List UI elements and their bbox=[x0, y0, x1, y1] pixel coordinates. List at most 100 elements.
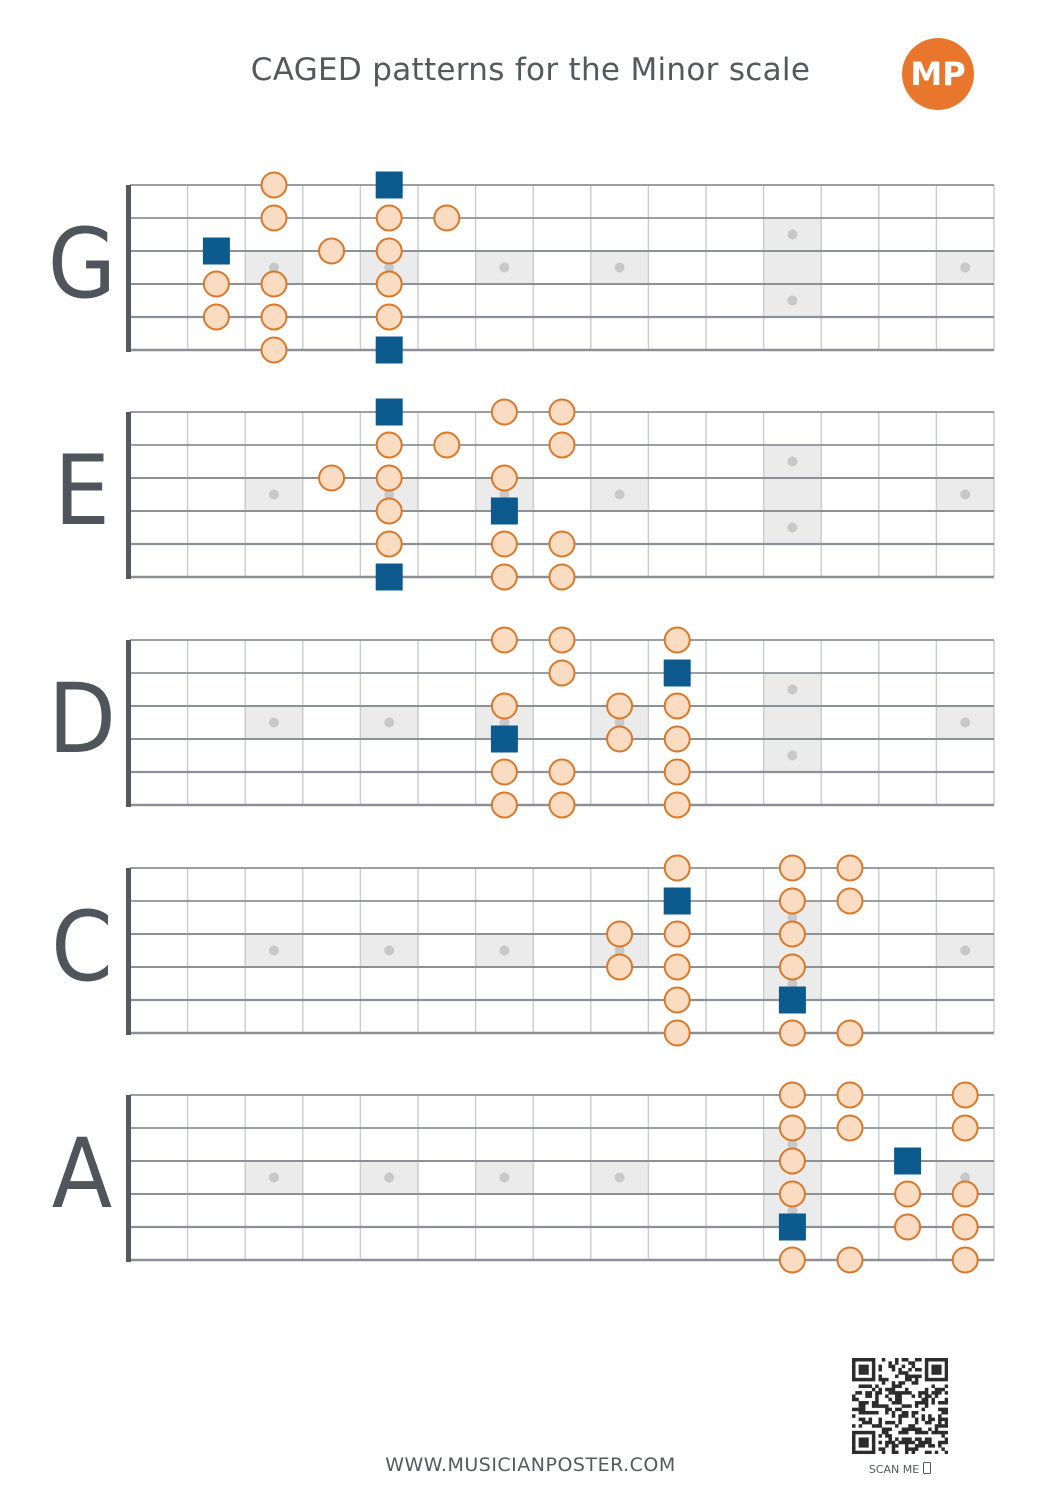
inlay-dot bbox=[614, 262, 625, 273]
nut bbox=[126, 868, 131, 1035]
scale-note bbox=[836, 1081, 864, 1109]
inlay-dot bbox=[787, 1139, 798, 1150]
scale-note bbox=[548, 431, 576, 459]
root-note bbox=[375, 171, 403, 199]
scale-note bbox=[663, 791, 691, 819]
fretboard-c bbox=[126, 854, 995, 1047]
root-note bbox=[663, 887, 691, 915]
nut bbox=[126, 185, 131, 352]
scale-note bbox=[663, 953, 691, 981]
scale-note bbox=[894, 1213, 922, 1241]
scale-note bbox=[548, 659, 576, 687]
scale-note bbox=[663, 692, 691, 720]
inlay-dot bbox=[384, 717, 395, 728]
inlay-dot bbox=[960, 945, 971, 956]
inlay-dot bbox=[269, 717, 279, 728]
scale-note bbox=[836, 854, 864, 882]
inlay-dot bbox=[384, 945, 395, 956]
scale-note bbox=[260, 204, 288, 232]
scale-note bbox=[548, 563, 576, 591]
shape-label-g: G bbox=[47, 207, 117, 320]
scale-note bbox=[260, 171, 288, 199]
inlay-dot bbox=[787, 522, 798, 533]
scale-note bbox=[778, 1081, 806, 1109]
scale-note bbox=[260, 270, 288, 298]
inlay-dot bbox=[614, 945, 625, 956]
scale-note bbox=[260, 303, 288, 331]
scale-note bbox=[778, 1019, 806, 1047]
scale-note bbox=[202, 270, 230, 298]
scale-note bbox=[490, 530, 518, 558]
scale-note bbox=[375, 270, 403, 298]
scale-note bbox=[778, 1114, 806, 1142]
nut bbox=[126, 412, 131, 579]
scan-me-label: SCAN ME bbox=[852, 1462, 948, 1476]
scale-note bbox=[375, 303, 403, 331]
inlay-dot bbox=[384, 489, 395, 500]
scale-note bbox=[490, 758, 518, 786]
scale-note bbox=[663, 986, 691, 1014]
page-title: CAGED patterns for the Minor scale bbox=[250, 52, 811, 88]
inlay-dot bbox=[499, 262, 510, 273]
root-note bbox=[894, 1147, 922, 1175]
scale-note bbox=[663, 854, 691, 882]
website-link[interactable]: WWW.MUSICIANPOSTER.COM bbox=[385, 1454, 676, 1476]
inlay-dot bbox=[614, 717, 625, 728]
scale-note bbox=[375, 204, 403, 232]
phone-icon bbox=[923, 1462, 932, 1474]
scale-note bbox=[318, 464, 346, 492]
inlay-dot bbox=[787, 456, 798, 467]
fretboard-g bbox=[126, 171, 995, 364]
root-note bbox=[375, 336, 403, 364]
scale-note bbox=[260, 336, 288, 364]
scale-note bbox=[606, 920, 634, 948]
fretboard-a bbox=[126, 1081, 995, 1274]
scale-note bbox=[490, 626, 518, 654]
root-note bbox=[375, 398, 403, 426]
scale-note bbox=[490, 563, 518, 591]
scale-note bbox=[778, 887, 806, 915]
scale-note bbox=[951, 1081, 979, 1109]
musicianposter-logo[interactable]: MP bbox=[902, 38, 974, 110]
inlay-dot bbox=[269, 262, 279, 273]
inlay-dot bbox=[787, 912, 798, 923]
scale-note bbox=[778, 1180, 806, 1208]
scale-note bbox=[951, 1213, 979, 1241]
scale-note bbox=[894, 1180, 922, 1208]
scale-note bbox=[490, 398, 518, 426]
inlay-dot bbox=[499, 489, 510, 500]
scale-note bbox=[548, 791, 576, 819]
scale-note bbox=[490, 791, 518, 819]
root-note bbox=[202, 237, 230, 265]
scale-note bbox=[606, 725, 634, 753]
scale-note bbox=[663, 920, 691, 948]
inlay-dot bbox=[614, 1172, 625, 1183]
root-note bbox=[490, 725, 518, 753]
scale-note bbox=[318, 237, 346, 265]
inlay-dot bbox=[499, 717, 510, 728]
qr-code[interactable] bbox=[852, 1358, 948, 1454]
scale-note bbox=[951, 1246, 979, 1274]
scale-note bbox=[548, 626, 576, 654]
scale-note bbox=[663, 725, 691, 753]
inlay-dot bbox=[787, 1205, 798, 1216]
fretboard-d bbox=[126, 626, 995, 819]
inlay-dot bbox=[614, 489, 625, 500]
inlay-dot bbox=[787, 229, 798, 240]
scale-note bbox=[778, 1246, 806, 1274]
scale-note bbox=[663, 626, 691, 654]
inlay-dot bbox=[960, 1172, 971, 1183]
scale-note bbox=[836, 1114, 864, 1142]
scale-note bbox=[375, 464, 403, 492]
scale-note bbox=[951, 1180, 979, 1208]
scale-note bbox=[778, 953, 806, 981]
scale-note bbox=[548, 758, 576, 786]
scale-note bbox=[375, 431, 403, 459]
scale-note bbox=[778, 1147, 806, 1175]
scale-note bbox=[490, 692, 518, 720]
inlay-dot bbox=[787, 750, 798, 761]
shape-label-c: C bbox=[51, 890, 113, 1003]
shape-label-e: E bbox=[54, 434, 110, 547]
logo-text: MP bbox=[910, 55, 965, 93]
scale-note bbox=[433, 204, 461, 232]
